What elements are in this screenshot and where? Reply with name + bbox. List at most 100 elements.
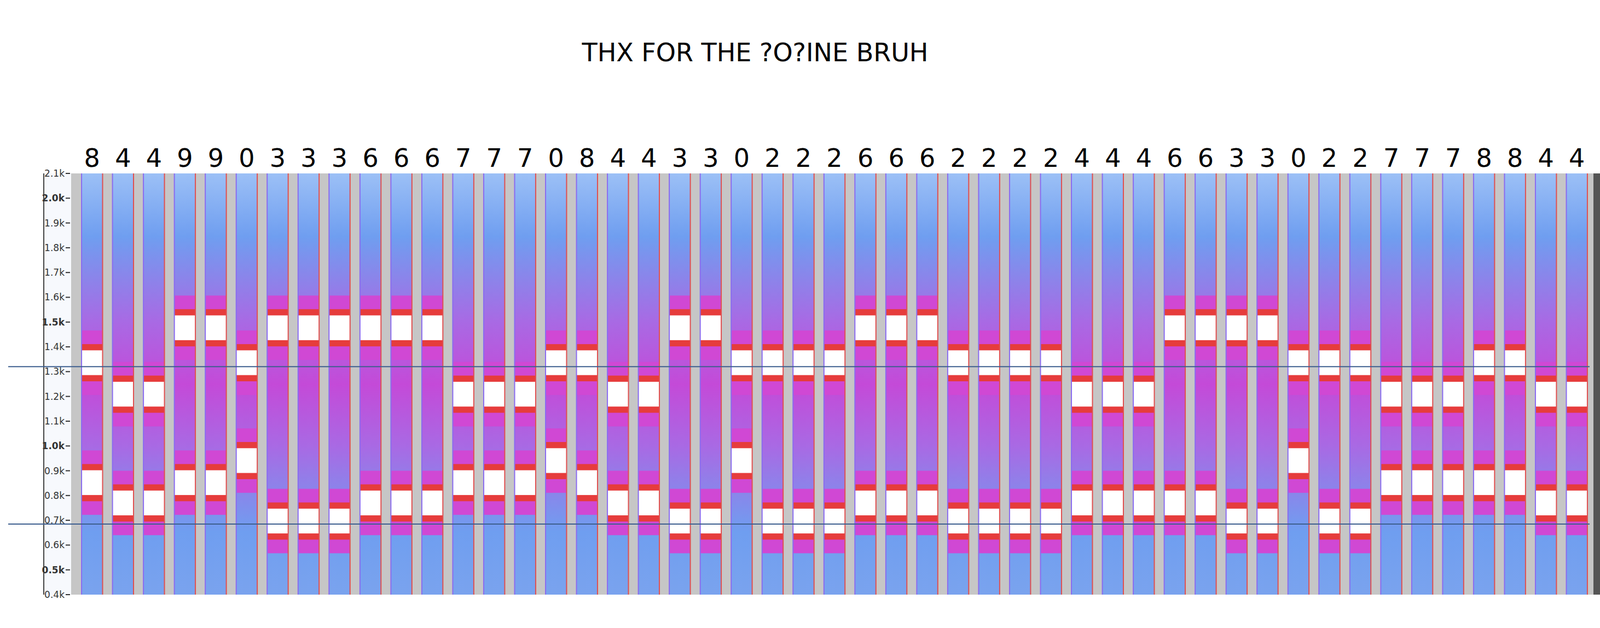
tone-band <box>731 448 752 473</box>
tone-edge <box>1164 484 1186 522</box>
tone-halo <box>885 295 907 361</box>
tone-halo <box>669 295 691 361</box>
tone-edge <box>1195 309 1216 347</box>
tone-edge <box>1226 502 1248 541</box>
tone-edge <box>328 502 350 541</box>
tone-edge <box>792 502 814 541</box>
tone-column <box>267 173 288 595</box>
tone-edge <box>1071 484 1093 522</box>
column-edge <box>142 173 144 595</box>
tone-halo <box>328 295 350 361</box>
column-edge <box>328 173 330 595</box>
tone-column <box>885 173 907 595</box>
tone-edge <box>1318 502 1340 541</box>
tone-band <box>483 381 505 407</box>
column-edge <box>1555 173 1557 595</box>
digit-label: 8 <box>84 143 101 173</box>
column-edge <box>999 173 1001 595</box>
marks <box>81 173 1588 595</box>
tone-band <box>1318 350 1340 375</box>
column-edge <box>628 173 630 595</box>
digit-label: 2 <box>1352 143 1368 173</box>
tone-band <box>576 470 598 496</box>
tone-edge <box>143 484 165 522</box>
tone-band <box>1071 490 1093 516</box>
y-tick-label: 1.5k <box>42 316 66 328</box>
tone-band <box>452 470 474 496</box>
tone-column <box>1349 173 1371 595</box>
tone-column <box>1256 173 1278 595</box>
tone-edge <box>885 309 907 347</box>
tone-halo <box>824 489 845 554</box>
tone-band <box>700 508 722 534</box>
tone-band <box>1411 470 1433 496</box>
tone-halo <box>328 489 350 554</box>
column-edge <box>596 173 599 595</box>
tone-edge <box>174 464 196 502</box>
tone-band <box>421 315 443 341</box>
y-tick <box>65 594 71 596</box>
tone-edge <box>267 309 288 347</box>
chart: THX FOR THE ?O?INE BRUH0.4k0.5k0.6k0.7k0… <box>0 0 1600 628</box>
tone-halo <box>1473 330 1495 396</box>
tone-edge <box>1535 484 1557 522</box>
tone-band <box>854 490 876 516</box>
tone-band <box>452 381 474 407</box>
y-tick-label: 1.9k <box>44 217 65 229</box>
column-edge <box>658 173 660 595</box>
column-edge <box>1473 173 1475 595</box>
tone-halo <box>854 471 876 536</box>
tone-halo <box>1226 489 1248 554</box>
tone-halo <box>143 362 165 427</box>
column-edge <box>80 173 83 595</box>
tone-band <box>360 315 381 341</box>
tone-band <box>1040 350 1062 375</box>
tone-halo <box>514 450 536 515</box>
tone-band <box>1102 381 1124 407</box>
tone-band <box>205 315 226 341</box>
tone-halo <box>1195 295 1216 361</box>
tone-edge <box>576 344 598 382</box>
tone-band <box>81 470 103 496</box>
tone-edge <box>205 464 226 502</box>
tone-band <box>700 315 722 341</box>
tone-halo <box>236 428 258 494</box>
tone-halo <box>978 489 1000 554</box>
tone-halo <box>1071 362 1093 427</box>
tone-band <box>421 490 443 516</box>
tone-band <box>638 381 660 407</box>
tone-edge <box>298 309 320 347</box>
tone-column <box>1288 173 1309 595</box>
tone-halo <box>916 295 938 361</box>
tone-band <box>1349 350 1371 375</box>
digit-label: 7 <box>486 143 503 173</box>
column-edge <box>1349 173 1351 595</box>
tone-edge <box>978 344 1000 382</box>
digit-label: 7 <box>455 143 472 173</box>
tone-halo <box>545 330 567 396</box>
tone-band <box>978 350 1000 375</box>
column-edge <box>1308 173 1310 595</box>
digit-label: 0 <box>548 143 565 173</box>
column-edge <box>1029 173 1031 595</box>
tone-edge <box>1566 375 1588 414</box>
tone-halo <box>638 362 660 427</box>
column-edge <box>813 173 815 595</box>
tone-halo <box>360 471 381 536</box>
y-tick-label: 1.4k <box>44 341 65 353</box>
column-edge <box>174 173 176 595</box>
tone-halo <box>267 295 288 361</box>
digit-label: 3 <box>269 143 286 173</box>
tone-halo <box>762 330 784 396</box>
tone-halo <box>390 471 412 536</box>
digit-label: 2 <box>1012 143 1029 173</box>
tone-halo <box>452 362 474 427</box>
tone-halo <box>885 471 907 536</box>
tone-halo <box>421 295 443 361</box>
tone-band <box>1411 381 1433 407</box>
tone-column <box>1102 173 1124 595</box>
tone-edge <box>452 464 474 502</box>
y-tick-label: 0.6k <box>44 539 65 551</box>
tone-band <box>112 490 134 516</box>
y-tick <box>65 396 71 398</box>
